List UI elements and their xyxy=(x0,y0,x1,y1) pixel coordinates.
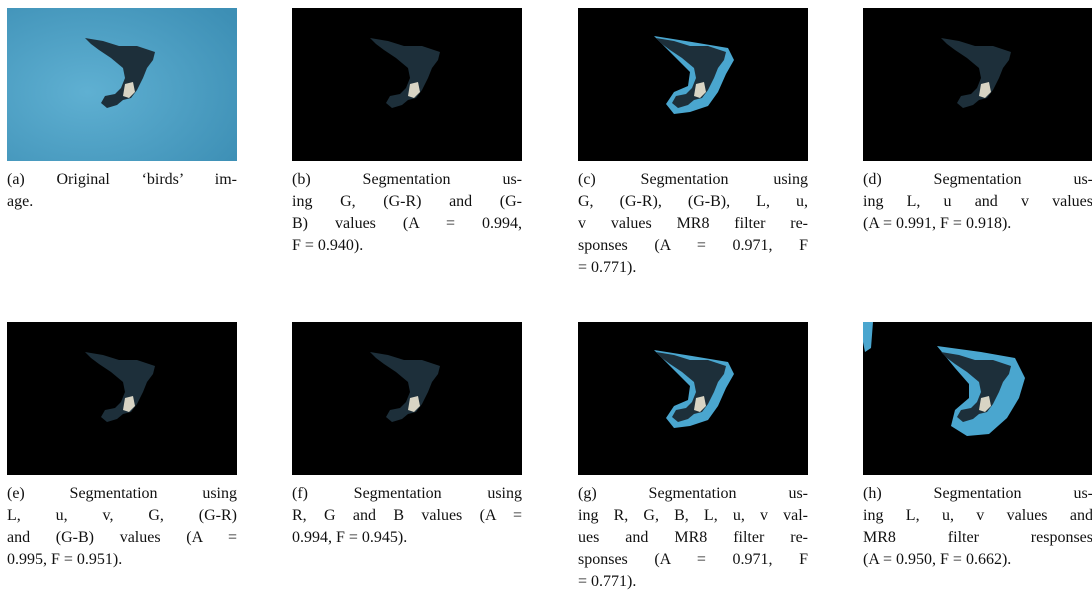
caption-line: ues and MR8 filter re- xyxy=(578,527,808,549)
caption-line: (A = 0.950, F = 0.662). xyxy=(863,549,1092,571)
caption-line: = 0.771). xyxy=(578,571,808,593)
caption: (a) Original ‘birds’ im-age. xyxy=(7,169,237,213)
caption: (g) Segmentation us-ing R, G, B, L, u, v… xyxy=(578,483,808,593)
caption-line: and (G-B) values (A = xyxy=(7,527,237,549)
caption-line: ing L, u and v values xyxy=(863,191,1092,213)
caption: (h) Segmentation us-ing L, u, v values a… xyxy=(863,483,1092,571)
caption-line: = 0.771). xyxy=(578,257,808,279)
caption-line: 0.995, F = 0.951). xyxy=(7,549,237,571)
caption-line: (b) Segmentation us- xyxy=(292,169,522,191)
caption-line: B) values (A = 0.994, xyxy=(292,213,522,235)
subfigure: (b) Segmentation us-ing G, (G-R) and (G-… xyxy=(292,8,522,257)
caption-line: (e) Segmentation using xyxy=(7,483,237,505)
caption-line: sponses (A = 0.971, F xyxy=(578,235,808,257)
subfigure: (g) Segmentation us-ing R, G, B, L, u, v… xyxy=(578,322,808,593)
caption-line: (d) Segmentation us- xyxy=(863,169,1092,191)
caption-line: R, G and B values (A = xyxy=(292,505,522,527)
caption-line: (f) Segmentation using xyxy=(292,483,522,505)
image xyxy=(7,322,237,475)
page: (a) Original ‘birds’ im-age. (b) Segmenta… xyxy=(0,0,1092,608)
caption-line: (g) Segmentation us- xyxy=(578,483,808,505)
caption: (b) Segmentation us-ing G, (G-R) and (G-… xyxy=(292,169,522,257)
caption-line: ing L, u, v values and xyxy=(863,505,1092,527)
subfigure: (a) Original ‘birds’ im-age. xyxy=(7,8,237,213)
image xyxy=(863,322,1092,475)
image xyxy=(292,322,522,475)
caption-line: (c) Segmentation using xyxy=(578,169,808,191)
caption-line: ing R, G, B, L, u, v val- xyxy=(578,505,808,527)
image xyxy=(863,8,1092,161)
image xyxy=(578,8,808,161)
image xyxy=(578,322,808,475)
subfigure: (h) Segmentation us-ing L, u, v values a… xyxy=(863,322,1092,571)
subfigure: (d) Segmentation us-ing L, u and v value… xyxy=(863,8,1092,235)
caption: (d) Segmentation us-ing L, u and v value… xyxy=(863,169,1092,235)
image xyxy=(292,8,522,161)
caption-line: age. xyxy=(7,191,237,213)
caption-line: v values MR8 filter re- xyxy=(578,213,808,235)
caption-line: ing G, (G-R) and (G- xyxy=(292,191,522,213)
caption-line: (h) Segmentation us- xyxy=(863,483,1092,505)
caption-line: L, u, v, G, (G-R) xyxy=(7,505,237,527)
caption-line: MR8 filter responses xyxy=(863,527,1092,549)
caption-line: 0.994, F = 0.945). xyxy=(292,527,522,549)
caption-line: (A = 0.991, F = 0.918). xyxy=(863,213,1092,235)
caption-line: G, (G-R), (G-B), L, u, xyxy=(578,191,808,213)
caption-line: sponses (A = 0.971, F xyxy=(578,549,808,571)
image xyxy=(7,8,237,161)
caption-line: F = 0.940). xyxy=(292,235,522,257)
caption-line: (a) Original ‘birds’ im- xyxy=(7,169,237,191)
